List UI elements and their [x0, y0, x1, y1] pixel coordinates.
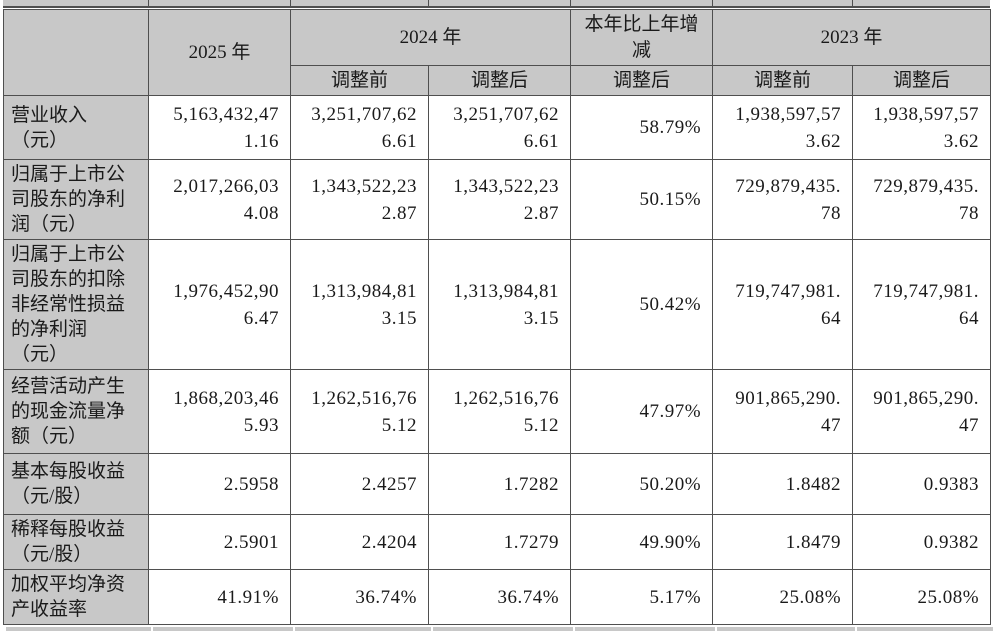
value-cell: 50.15%	[570, 159, 714, 240]
value-cell: 5,163,432,47 1.16	[148, 95, 291, 160]
value-cell: 719,747,981. 64	[712, 239, 854, 370]
column-divider	[712, 0, 713, 6]
row-label-cell: 经营活动产生 的现金流量净 额（元）	[3, 369, 149, 454]
header-cell-yoy-change: 本年比上年增 减	[570, 9, 714, 66]
value-cell: 1,313,984,81 3.15	[290, 239, 429, 370]
column-divider	[855, 627, 857, 631]
value-cell: 1,976,452,90 6.47	[148, 239, 291, 370]
row-label-cell: 归属于上市公 司股东的扣除 非经常性损益 的净利润 （元）	[3, 239, 149, 370]
column-divider	[715, 627, 717, 631]
value-cell: 1.7282	[427, 453, 572, 515]
table-row: 加权平均净资 产收益率 41.91% 36.74% 36.74% 5.17% 25.08%…	[3, 569, 992, 625]
value-cell: 1,313,984,81 3.15	[427, 239, 572, 370]
column-divider	[431, 627, 433, 631]
value-cell: 47.97%	[570, 369, 714, 454]
header-cell-2024-pre-adjust: 调整前	[290, 65, 429, 96]
value-cell: 50.42%	[570, 239, 714, 370]
header-cell-2023: 2023 年	[712, 9, 992, 66]
value-cell: 1,262,516,76 5.12	[427, 369, 572, 454]
row-label-cell: 归属于上市公 司股东的净利 润（元）	[3, 159, 149, 240]
value-cell: 0.9383	[852, 453, 992, 515]
value-cell: 1,938,597,57 3.62	[852, 95, 992, 160]
value-cell: 50.20%	[570, 453, 714, 515]
header-cell-2025: 2025 年	[148, 9, 291, 96]
table-body: 营业收入 （元） 5,163,432,47 1.16 3,251,707,62 6.…	[3, 95, 992, 625]
column-divider	[151, 627, 153, 631]
table-fragment-top	[3, 0, 990, 8]
value-cell: 729,879,435. 78	[852, 159, 992, 240]
value-cell: 1.8482	[712, 453, 854, 515]
value-cell: 2.5958	[148, 453, 291, 515]
value-cell: 1,343,522,23 2.87	[427, 159, 572, 240]
header-row-adjustments: 调整前 调整后 调整后 调整前 调整后	[4, 65, 992, 96]
row-label-cell: 营业收入 （元）	[3, 95, 149, 160]
row-label-cell: 基本每股收益 （元/股）	[3, 453, 149, 515]
column-divider	[570, 0, 571, 6]
value-cell: 2.5901	[148, 514, 291, 570]
header-cell-2023-post-adjust: 调整后	[852, 65, 992, 96]
value-cell: 3,251,707,62 6.61	[427, 95, 572, 160]
header-cell-2024-post-adjust: 调整后	[427, 65, 572, 96]
table-row: 经营活动产生 的现金流量净 额（元） 1,868,203,46 5.93 1,262…	[3, 369, 992, 454]
column-divider	[293, 627, 295, 631]
header-cell-2023-pre-adjust: 调整前	[712, 65, 854, 96]
value-cell: 25.08%	[712, 569, 854, 625]
value-cell: 901,865,290. 47	[852, 369, 992, 454]
value-cell: 729,879,435. 78	[712, 159, 854, 240]
value-cell: 3,251,707,62 6.61	[290, 95, 429, 160]
column-divider	[852, 0, 853, 6]
value-cell: 901,865,290. 47	[712, 369, 854, 454]
table-header: 2025 年 2024 年 本年比上年增 减 2023 年 调整前 调整后 调整…	[3, 9, 992, 96]
header-cell-corner	[3, 9, 149, 96]
row-label-cell: 稀释每股收益 （元/股）	[3, 514, 149, 570]
value-cell: 58.79%	[570, 95, 714, 160]
header-cell-2024: 2024 年	[289, 9, 572, 66]
header-row-years: 2025 年 2024 年 本年比上年增 减 2023 年	[3, 9, 992, 96]
value-cell: 2,017,266,03 4.08	[148, 159, 291, 240]
value-cell: 25.08%	[852, 569, 992, 625]
table-row: 营业收入 （元） 5,163,432,47 1.16 3,251,707,62 6.…	[3, 95, 992, 160]
value-cell: 2.4204	[290, 514, 429, 570]
column-divider	[290, 0, 291, 6]
value-cell: 36.74%	[290, 569, 429, 625]
column-divider	[573, 627, 575, 631]
value-cell: 1.7279	[427, 514, 572, 570]
value-cell: 0.9382	[852, 514, 992, 570]
column-divider	[428, 0, 429, 6]
value-cell: 41.91%	[148, 569, 291, 625]
value-cell: 2.4257	[290, 453, 429, 515]
table-row: 基本每股收益 （元/股） 2.5958 2.4257 1.7282 50.20% 1.84…	[3, 453, 992, 515]
value-cell: 1,938,597,57 3.62	[712, 95, 854, 160]
value-cell: 719,747,981. 64	[852, 239, 992, 370]
row-label-cell: 加权平均净资 产收益率	[3, 569, 149, 625]
value-cell: 1,868,203,46 5.93	[148, 369, 291, 454]
column-divider	[148, 0, 149, 6]
table-row: 稀释每股收益 （元/股） 2.5901 2.4204 1.7279 49.90% 1.84…	[3, 514, 992, 570]
table-fragment-bottom	[6, 627, 993, 631]
value-cell: 1,262,516,76 5.12	[290, 369, 429, 454]
financial-summary-table: 2025 年 2024 年 本年比上年增 减 2023 年 调整前 调整后 调整…	[3, 9, 992, 625]
value-cell: 36.74%	[427, 569, 572, 625]
table-row: 归属于上市公 司股东的扣除 非经常性损益 的净利润 （元） 1,976,452,9…	[3, 239, 992, 370]
table-row: 归属于上市公 司股东的净利 润（元） 2,017,266,03 4.08 1,343…	[3, 159, 992, 240]
header-cell-change-post-adjust: 调整后	[570, 65, 714, 96]
value-cell: 1,343,522,23 2.87	[290, 159, 429, 240]
value-cell: 5.17%	[570, 569, 714, 625]
value-cell: 1.8479	[712, 514, 854, 570]
value-cell: 49.90%	[570, 514, 714, 570]
